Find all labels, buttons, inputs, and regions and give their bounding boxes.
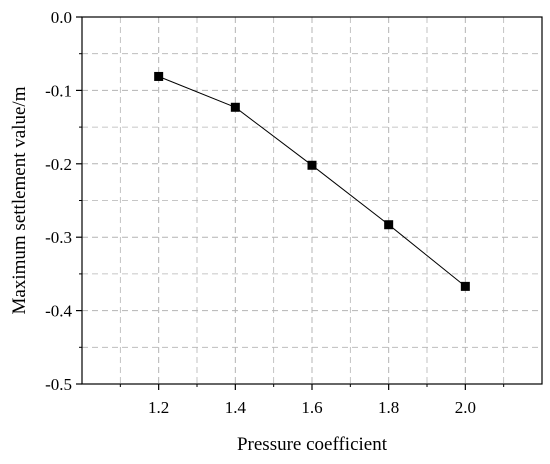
y-tick-label: -0.5 <box>45 375 72 394</box>
y-tick-label: -0.4 <box>45 302 72 321</box>
x-tick-label: 1.6 <box>301 398 322 417</box>
data-point <box>154 71 164 81</box>
data-point <box>384 220 394 230</box>
x-tick-label: 1.4 <box>225 398 247 417</box>
y-tick-label: -0.3 <box>45 228 72 247</box>
x-tick-label: 1.8 <box>378 398 399 417</box>
series <box>154 71 470 291</box>
y-tick-label: -0.2 <box>45 155 72 174</box>
x-tick-label: 1.2 <box>148 398 169 417</box>
data-point <box>230 102 240 112</box>
data-point <box>307 160 317 170</box>
y-axis-label: Maximum settlement value/m <box>9 86 30 314</box>
ticks <box>76 16 505 390</box>
tick-labels: 1.2 1.4 1.6 1.8 2.0 0.0 -0.1 -0.2 -0.3 -0.4 -0.5 <box>45 8 476 417</box>
y-tick-label: 0.0 <box>51 8 72 27</box>
x-tick-label: 2.0 <box>455 398 476 417</box>
grid <box>82 17 542 384</box>
data-point <box>460 281 470 291</box>
x-axis-label: Pressure coefficient <box>237 434 388 455</box>
y-tick-label: -0.1 <box>45 81 72 100</box>
plot-frame <box>81 16 543 385</box>
